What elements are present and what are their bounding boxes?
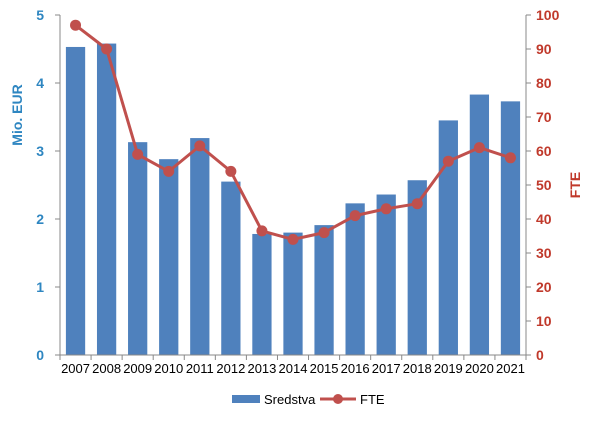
- fte-point-2019: [442, 155, 454, 167]
- fte-point-2007: [70, 19, 82, 31]
- bar-2015: [314, 225, 334, 355]
- x-tick-label: 2015: [310, 361, 339, 376]
- fte-point-2015: [318, 227, 330, 239]
- left-tick-label: 1: [36, 279, 44, 295]
- fte-point-2017: [380, 203, 392, 215]
- fte-point-2008: [101, 43, 113, 55]
- x-tick-label: 2010: [154, 361, 183, 376]
- right-tick-label: 70: [536, 109, 552, 125]
- bar-2009: [128, 142, 148, 355]
- x-tick-label: 2011: [186, 361, 214, 376]
- fte-point-2010: [163, 165, 175, 177]
- bar-series: [65, 43, 521, 356]
- line-series: [70, 19, 516, 245]
- right-tick-label: 20: [536, 279, 552, 295]
- right-tick-label: 80: [536, 75, 552, 91]
- fte-point-2014: [287, 233, 299, 245]
- x-tick-label: 2012: [216, 361, 245, 376]
- left-tick-label: 5: [36, 7, 44, 23]
- right-tick-label: 90: [536, 41, 552, 57]
- x-tick-label: 2017: [372, 361, 401, 376]
- left-tick-label: 2: [36, 211, 44, 227]
- right-axis-title: FTE: [567, 172, 583, 198]
- right-tick-label: 100: [536, 7, 560, 23]
- legend-label-sredstva: Sredstva: [264, 392, 316, 407]
- bar-2020: [469, 94, 490, 355]
- bar-2016: [345, 203, 365, 355]
- x-tick-label: 2013: [247, 361, 276, 376]
- x-tick-label: 2016: [341, 361, 370, 376]
- legend-label-fte: FTE: [360, 392, 385, 407]
- bar-2018: [407, 180, 427, 355]
- right-tick-label: 0: [536, 347, 544, 363]
- bar-2007: [65, 46, 86, 356]
- bar-2017: [376, 194, 396, 355]
- x-tick-label: 2018: [403, 361, 432, 376]
- legend-marker-fte: [333, 394, 343, 404]
- bar-2012: [221, 181, 241, 355]
- x-axis-ticks: 2007 2008 2009 2010 2011 2012 2013 2014 2015 2016…: [59, 355, 527, 376]
- bar-2013: [252, 233, 272, 355]
- x-tick-label: 2021: [496, 361, 525, 376]
- right-tick-label: 40: [536, 211, 552, 227]
- left-tick-label: 3: [36, 143, 44, 159]
- fte-point-2009: [132, 148, 144, 160]
- x-tick-label: 2020: [465, 361, 494, 376]
- right-tick-label: 30: [536, 245, 552, 261]
- left-tick-label: 4: [36, 75, 44, 91]
- fte-point-2020: [473, 142, 485, 154]
- right-tick-label: 10: [536, 313, 552, 329]
- legend: Sredstva FTE: [232, 392, 385, 407]
- x-tick-label: 2014: [279, 361, 308, 376]
- left-axis-ticks: 0 1 2 3 4 5: [36, 7, 60, 363]
- fte-point-2012: [225, 165, 237, 177]
- right-tick-label: 60: [536, 143, 552, 159]
- bar-2008: [96, 43, 117, 356]
- bar-2010: [159, 159, 179, 355]
- fte-point-2018: [411, 198, 423, 210]
- left-axis-title: Mio. EUR: [9, 84, 25, 145]
- fte-point-2021: [504, 152, 516, 164]
- fte-point-2013: [256, 225, 268, 237]
- left-tick-label: 0: [36, 347, 44, 363]
- bar-2014: [283, 232, 303, 355]
- x-tick-label: 2009: [123, 361, 152, 376]
- fte-point-2016: [349, 210, 361, 222]
- right-tick-label: 50: [536, 177, 552, 193]
- x-tick-label: 2008: [92, 361, 121, 376]
- right-axis-ticks: 0 10 20 30 40 50 60 70 80 90 100: [526, 7, 560, 363]
- bar-2011: [190, 138, 210, 355]
- fte-point-2011: [194, 140, 206, 152]
- x-tick-label: 2019: [434, 361, 463, 376]
- legend-swatch-sredstva: [232, 395, 260, 403]
- bar-2021: [500, 101, 521, 355]
- bar-2019: [438, 120, 458, 356]
- x-tick-label: 2007: [61, 361, 90, 376]
